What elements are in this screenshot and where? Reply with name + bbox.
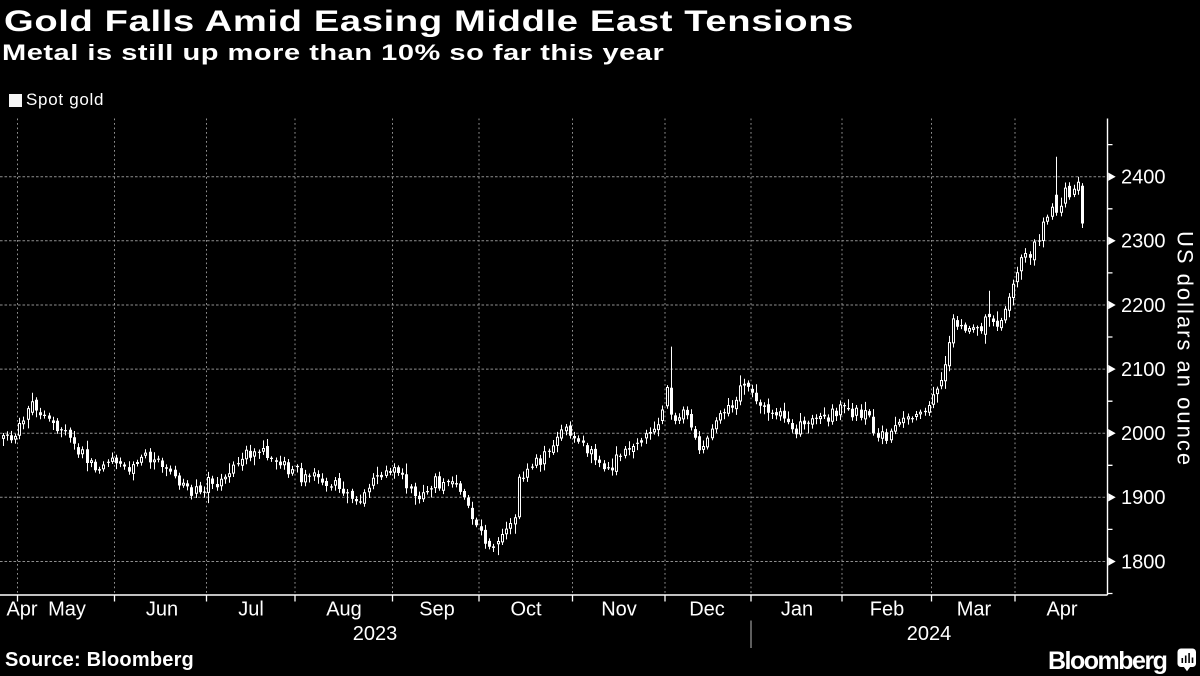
svg-text:Sep: Sep <box>419 599 455 621</box>
svg-text:2300: 2300 <box>1121 231 1166 253</box>
svg-text:2024: 2024 <box>907 623 952 645</box>
svg-text:Jun: Jun <box>146 599 178 621</box>
svg-text:Dec: Dec <box>689 599 725 621</box>
svg-text:Nov: Nov <box>601 599 637 621</box>
svg-text:2000: 2000 <box>1121 423 1166 445</box>
svg-text:1900: 1900 <box>1121 487 1166 509</box>
svg-text:2400: 2400 <box>1121 167 1166 189</box>
svg-text:2200: 2200 <box>1121 295 1166 317</box>
svg-text:Jan: Jan <box>781 599 813 621</box>
svg-text:US dollars an ounce: US dollars an ounce <box>1173 231 1198 467</box>
svg-text:Apr: Apr <box>6 599 37 621</box>
svg-text:2023: 2023 <box>353 623 398 645</box>
svg-text:Feb: Feb <box>870 599 904 621</box>
svg-text:Mar: Mar <box>957 599 992 621</box>
svg-text:1800: 1800 <box>1121 551 1166 573</box>
svg-text:2100: 2100 <box>1121 359 1166 381</box>
svg-text:Aug: Aug <box>326 599 362 621</box>
svg-text:May: May <box>48 599 86 621</box>
svg-text:Jul: Jul <box>238 599 264 621</box>
svg-text:Oct: Oct <box>510 599 542 621</box>
svg-text:Apr: Apr <box>1046 599 1077 621</box>
